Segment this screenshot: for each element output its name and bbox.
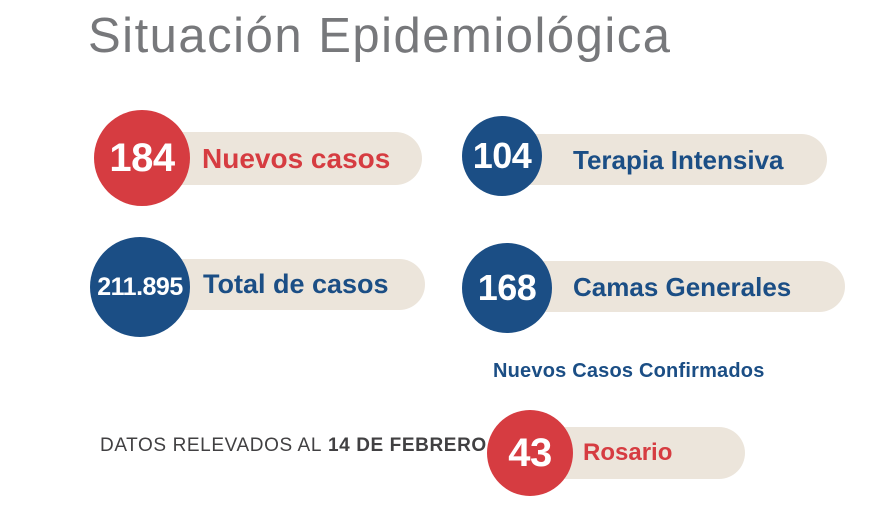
stat-value: 168: [477, 267, 537, 308]
stat-label: Total de casos: [203, 269, 389, 299]
stat-value-circle: 211.895: [90, 237, 190, 337]
page-title: Situación Epidemiológica: [88, 9, 672, 63]
stat-value: 43: [508, 431, 552, 475]
footer-note-date: 14 DE FEBRERO: [328, 435, 487, 456]
stat-nuevos-casos: Nuevos casos 184: [94, 110, 424, 206]
footer-note-prefix: DATOS RELEVADOS AL: [100, 435, 322, 456]
stat-total-de-casos: Total de casos 211.895: [90, 237, 426, 337]
stat-value: 184: [109, 136, 175, 180]
stat-rosario: Rosario 43: [487, 410, 749, 496]
stat-camas-generales: Camas Generales 168: [462, 243, 846, 333]
stat-value-circle: 43: [487, 410, 573, 496]
stat-label-pill: Camas Generales: [495, 261, 845, 312]
stat-label: Nuevos casos: [202, 142, 391, 174]
stat-label: Rosario: [583, 439, 673, 466]
stat-label-pill: Terapia Intensiva: [490, 134, 827, 185]
stat-terapia-intensiva: Terapia Intensiva 104: [462, 116, 828, 196]
footer-note: DATOS RELEVADOS AL 14 DE FEBRERO: [100, 435, 487, 457]
section-heading-confirmados: Nuevos Casos Confirmados: [493, 360, 765, 382]
stat-value: 104: [472, 135, 532, 176]
stat-value-circle: 184: [94, 110, 190, 206]
stat-label: Terapia Intensiva: [573, 144, 784, 175]
stat-value-circle: 104: [462, 116, 542, 196]
stat-label: Camas Generales: [573, 271, 792, 302]
stat-value-circle: 168: [462, 243, 552, 333]
stat-value: 211.895: [97, 272, 183, 301]
